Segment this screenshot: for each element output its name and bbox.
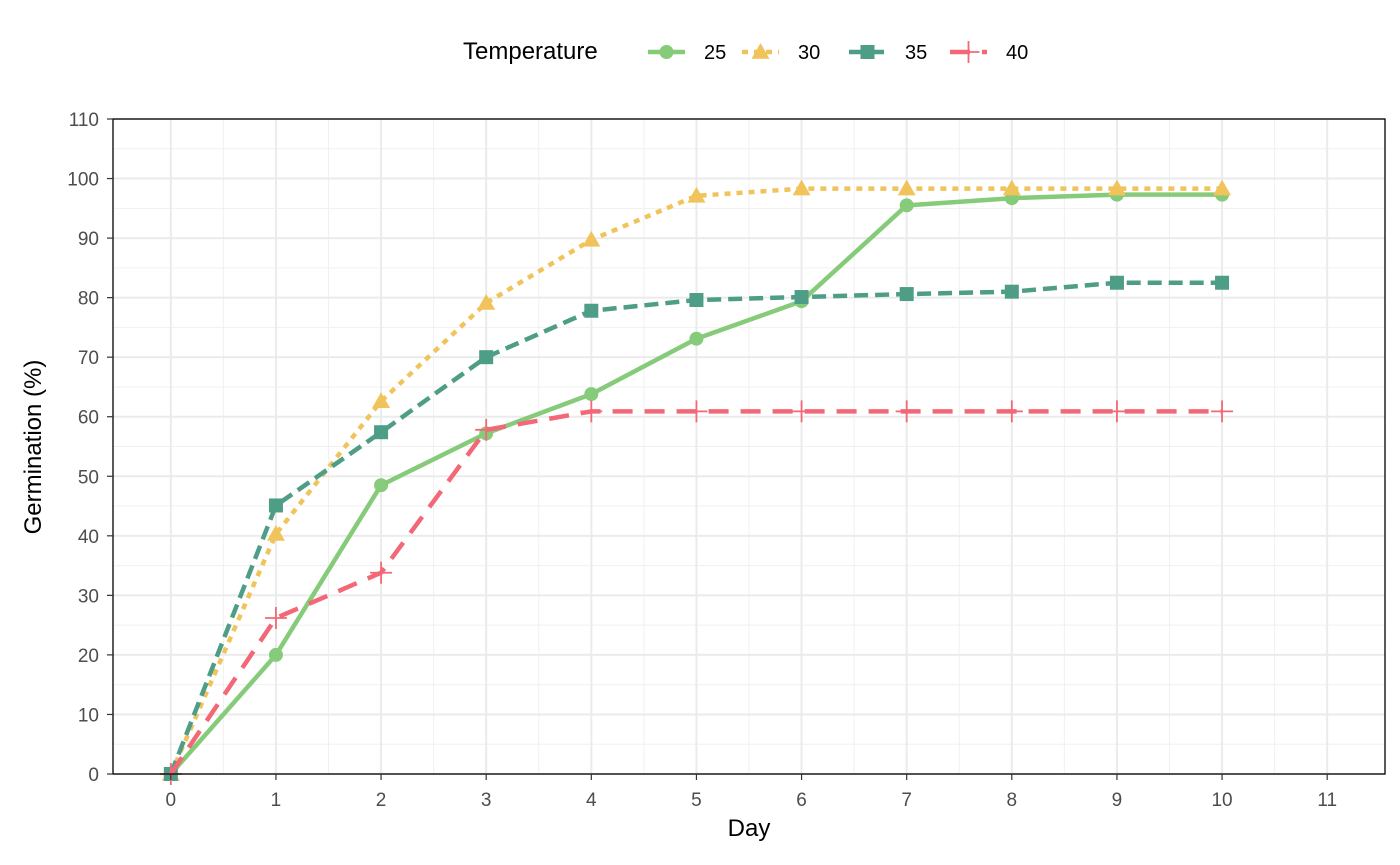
data-point-35 <box>794 290 809 305</box>
y-tick-label: 10 <box>78 705 99 726</box>
x-tick-label: 1 <box>271 790 282 811</box>
legend-label: 30 <box>798 42 820 64</box>
minor-gridlines <box>113 119 1385 774</box>
x-axis: 0 1 2 3 4 5 6 7 8 9 10 11 <box>166 774 1337 811</box>
x-tick-label: 3 <box>481 790 492 811</box>
legend-label: 25 <box>704 42 726 64</box>
data-point-40 <box>370 561 393 584</box>
x-tick-label: 9 <box>1112 790 1123 811</box>
data-point-25 <box>899 198 914 213</box>
data-point-40 <box>475 418 498 441</box>
y-tick-label: 50 <box>78 467 99 488</box>
x-tick-label: 0 <box>166 790 177 811</box>
x-tick-label: 4 <box>586 790 597 811</box>
y-tick-label: 110 <box>69 110 99 131</box>
legend-title: Temperature <box>463 38 598 65</box>
data-point-35 <box>899 287 914 302</box>
y-tick-label: 30 <box>78 586 99 607</box>
data-point-40 <box>1000 400 1023 423</box>
y-tick-label: 90 <box>78 229 99 250</box>
data-point-40 <box>580 400 603 423</box>
data-point-35 <box>1215 275 1230 290</box>
data-point-30 <box>792 179 811 196</box>
data-point-35 <box>584 303 599 318</box>
y-tick-label: 20 <box>78 646 99 667</box>
legend-entry-30: 30 <box>742 42 820 64</box>
data-point-35 <box>479 350 494 365</box>
data-point-30 <box>1002 179 1021 196</box>
data-point-30 <box>1107 179 1126 196</box>
legend-entry-40: 40 <box>950 41 1028 64</box>
data-point-35 <box>1109 275 1124 290</box>
data-point-30 <box>372 392 391 408</box>
x-tick-label: 10 <box>1211 790 1232 811</box>
data-point-30 <box>477 293 496 310</box>
legend-key-marker <box>751 43 770 59</box>
data-point-35 <box>374 425 389 440</box>
data-point-40 <box>685 400 708 423</box>
data-point-35 <box>689 293 704 308</box>
legend-key-marker <box>860 45 875 59</box>
x-tick-label: 6 <box>796 790 807 811</box>
legend-entry-25: 25 <box>648 42 726 64</box>
series-line-30 <box>168 186 1223 775</box>
data-point-30 <box>1213 179 1232 196</box>
data-point-35 <box>1004 284 1019 299</box>
x-tick-label: 8 <box>1007 790 1018 811</box>
y-tick-label: 0 <box>88 765 99 786</box>
y-axis: 0 10 20 30 40 50 60 70 80 90 100 110 <box>67 110 113 786</box>
data-point-40 <box>264 606 287 629</box>
data-point-25 <box>689 331 704 346</box>
x-tick-label: 5 <box>691 790 702 811</box>
data-point-30 <box>266 525 285 541</box>
y-tick-label: 80 <box>78 289 99 310</box>
series-layer <box>159 179 1234 785</box>
legend: Temperature 25 30 35 40 <box>463 38 1028 65</box>
y-tick-label: 60 <box>78 408 99 429</box>
data-point-40 <box>895 400 918 423</box>
data-point-40 <box>1211 400 1234 423</box>
series-40 <box>159 400 1234 785</box>
data-point-25 <box>584 387 599 402</box>
legend-key-marker <box>659 45 674 59</box>
data-point-25 <box>374 478 389 493</box>
data-point-25 <box>268 647 283 662</box>
data-point-30 <box>582 230 601 247</box>
legend-label: 35 <box>905 42 927 64</box>
y-tick-label: 100 <box>67 170 99 191</box>
data-point-40 <box>1105 400 1128 423</box>
legend-entry-35: 35 <box>849 42 927 64</box>
x-tick-label: 11 <box>1317 790 1337 811</box>
x-axis-title: Day <box>728 815 771 842</box>
x-tick-label: 2 <box>376 790 387 811</box>
legend-key-marker <box>957 41 980 63</box>
x-tick-label: 7 <box>901 790 912 811</box>
data-point-30 <box>687 186 706 203</box>
data-point-40 <box>790 400 813 423</box>
y-tick-label: 40 <box>78 527 99 548</box>
panel-border <box>112 118 1386 775</box>
data-point-35 <box>268 498 283 513</box>
legend-label: 40 <box>1006 42 1028 64</box>
y-axis-title: Germination (%) <box>20 360 47 535</box>
data-point-30 <box>897 179 916 196</box>
y-tick-label: 70 <box>78 348 99 369</box>
